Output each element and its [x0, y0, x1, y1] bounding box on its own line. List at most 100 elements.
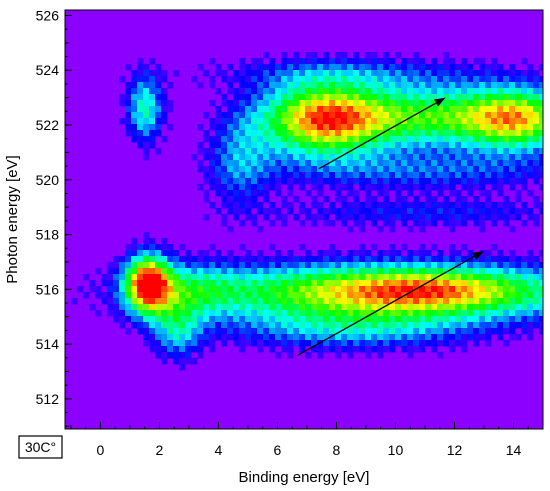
heatmap-cell [449, 154, 456, 161]
heatmap-cell [209, 136, 216, 143]
heatmap-cell [455, 88, 462, 95]
heatmap-cell [305, 190, 312, 197]
heatmap-cell [455, 328, 462, 335]
heatmap-cell [323, 130, 330, 137]
heatmap-cell [353, 166, 360, 173]
heatmap-cell [185, 280, 192, 287]
heatmap-cell [125, 286, 132, 293]
heatmap-cell [401, 262, 408, 269]
heatmap-cell [161, 280, 168, 287]
heatmap-cell [269, 280, 276, 287]
heatmap-cell [191, 298, 198, 305]
heatmap-cell [113, 286, 120, 293]
heatmap-cell [467, 304, 474, 311]
heatmap-cell [263, 328, 270, 335]
heatmap-cell [191, 358, 198, 365]
heatmap-cell [461, 166, 468, 173]
heatmap-cell [401, 58, 408, 65]
heatmap-cell [509, 172, 516, 179]
heatmap-cell [491, 160, 498, 167]
heatmap-cell [299, 310, 306, 317]
heatmap-cell [335, 304, 342, 311]
heatmap-cell [299, 88, 306, 95]
heatmap-cell [251, 310, 258, 317]
heatmap-cell [371, 292, 378, 299]
heatmap-cell [437, 124, 444, 131]
heatmap-cell [251, 118, 258, 125]
heatmap-cell [227, 304, 234, 311]
heatmap-cell [383, 286, 390, 293]
heatmap-cell [239, 160, 246, 167]
heatmap-cell [521, 58, 528, 65]
heatmap-cell [419, 286, 426, 293]
heatmap-cell [299, 316, 306, 323]
heatmap-cell [491, 64, 498, 71]
heatmap-cell [431, 148, 438, 155]
heatmap-cell [389, 244, 396, 251]
heatmap-cell [323, 214, 330, 221]
heatmap-cell [251, 268, 258, 275]
heatmap-cell [335, 256, 342, 263]
heatmap-cell [221, 262, 228, 269]
heatmap-cell [269, 64, 276, 71]
heatmap-cell [443, 280, 450, 287]
heatmap-cell [413, 280, 420, 287]
heatmap-cell [335, 316, 342, 323]
heatmap-cell [275, 352, 282, 359]
heatmap-cell [467, 166, 474, 173]
heatmap-cell [131, 130, 138, 137]
heatmap-cell [287, 208, 294, 215]
heatmap-cell [209, 178, 216, 185]
heatmap-cell [383, 154, 390, 161]
heatmap-cell [413, 166, 420, 173]
heatmap-cell [239, 304, 246, 311]
heatmap-cell [365, 124, 372, 131]
heatmap-cell [365, 310, 372, 317]
heatmap-cell [485, 286, 492, 293]
heatmap-cell [353, 64, 360, 71]
heatmap-cell [521, 286, 528, 293]
heatmap-cell [413, 268, 420, 275]
heatmap-cell [521, 316, 528, 323]
heatmap-cell [359, 124, 366, 131]
heatmap-cell [515, 106, 522, 113]
heatmap-cell [221, 184, 228, 191]
heatmap-cell [353, 190, 360, 197]
heatmap-cell [281, 262, 288, 269]
heatmap-cell [479, 262, 486, 269]
heatmap-cell [473, 94, 480, 101]
heatmap-cell [437, 172, 444, 179]
heatmap-cell [149, 256, 156, 263]
heatmap-cell [491, 268, 498, 275]
heatmap-cell [275, 208, 282, 215]
heatmap-cell [311, 112, 318, 119]
heatmap-cell [161, 286, 168, 293]
heatmap-cell [293, 322, 300, 329]
heatmap-cell [209, 82, 216, 89]
heatmap-cell [491, 130, 498, 137]
heatmap-cell [317, 76, 324, 83]
heatmap-cell [425, 316, 432, 323]
heatmap-cell [311, 70, 318, 77]
heatmap-cell [275, 172, 282, 179]
heatmap-cell [329, 304, 336, 311]
heatmap-cell [185, 328, 192, 335]
heatmap-cell [395, 334, 402, 341]
heatmap-cell [365, 286, 372, 293]
heatmap-cell [413, 214, 420, 221]
heatmap-cell [461, 88, 468, 95]
x-tick-label: 2 [156, 442, 164, 458]
heatmap-cell [317, 106, 324, 113]
heatmap-cell [197, 334, 204, 341]
heatmap-cell [221, 94, 228, 101]
heatmap-cell [245, 280, 252, 287]
heatmap-cell [269, 94, 276, 101]
heatmap-cell [401, 310, 408, 317]
heatmap-cell [263, 100, 270, 107]
heatmap-cell [479, 166, 486, 173]
heatmap-cell [149, 250, 156, 257]
heatmap-cell [317, 82, 324, 89]
heatmap-cell [473, 220, 480, 227]
heatmap-cell [473, 82, 480, 89]
heatmap-cell [425, 310, 432, 317]
